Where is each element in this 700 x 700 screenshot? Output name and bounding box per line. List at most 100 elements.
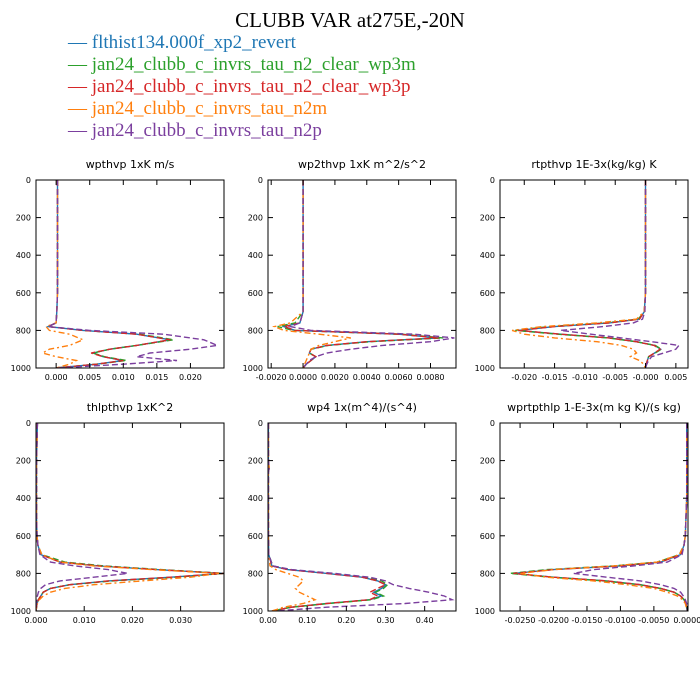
series-line-5 [287,180,455,368]
y-tick-label: 600 [248,289,263,298]
y-tick-label: 200 [480,457,495,466]
y-tick-label: 800 [480,326,495,335]
series-line-2 [509,423,688,611]
panel-title: wpthvp 1xK m/s [86,158,175,171]
y-tick-label: 600 [16,532,31,541]
x-tick-label: 0.30 [377,616,395,625]
x-tick-label: 0.20 [337,616,355,625]
y-tick-label: 400 [248,494,263,503]
y-tick-label: 0 [258,176,263,185]
series-line-4 [268,423,317,611]
x-tick-label: 0.020 [121,616,144,625]
x-tick-label: -0.0050 [638,616,669,625]
series-line-5 [573,423,688,611]
x-tick-label: -0.015 [542,373,568,382]
y-tick-label: 0 [258,419,263,428]
legend-entry-1: — flthist134.000f_xp2_revert [68,32,296,53]
y-tick-label: 1000 [475,364,495,373]
x-tick-label: 0.00 [259,616,277,625]
x-tick-label: 0.010 [112,373,135,382]
series-line-3 [281,180,439,368]
y-tick-label: 200 [248,457,263,466]
y-tick-label: 0 [490,419,495,428]
x-tick-label: 0.020 [179,373,202,382]
x-tick-label: 0.000 [45,373,68,382]
series-line-4 [272,180,351,368]
series-line-3 [268,423,388,611]
y-tick-label: 0 [490,176,495,185]
series-line-1 [45,180,171,368]
series-line-1 [268,423,387,611]
x-tick-label: 0.40 [416,616,434,625]
y-tick-label: 400 [16,251,31,260]
y-tick-label: 200 [16,457,31,466]
y-tick-label: 1000 [475,607,495,616]
panel-1: wpthvp 1xK m/s 0 200 400 600 800 1000 0.000 0.00… [11,158,225,382]
legend-entry-5: — jan24_clubb_c_invrs_tau_n2p [68,120,322,141]
y-tick-label: 400 [480,494,495,503]
series-line-4 [520,423,688,611]
y-tick-label: 200 [16,214,31,223]
panel-title: thlpthvp 1xK^2 [87,401,174,414]
x-tick-label: -0.020 [511,373,537,382]
plot-frame [499,179,689,369]
y-tick-label: 600 [480,532,495,541]
x-tick-label: 0.0060 [385,373,413,382]
plot-frame [267,422,457,612]
x-tick-label: 0.015 [145,373,168,382]
x-tick-label: 0.10 [298,616,316,625]
y-tick-label: 800 [248,569,263,578]
x-tick-label: -0.000 [633,373,659,382]
legend-entry-2: — jan24_clubb_c_invrs_tau_n2_clear_wp3m [68,54,416,75]
x-tick-label: 0.005 [78,373,101,382]
panel-title: rtpthvp 1E-3x(kg/kg) K [531,158,657,171]
plot-frame [35,179,225,369]
plot-frame [267,179,457,369]
x-tick-label: 0.010 [73,616,96,625]
x-tick-label: 0.0000 [289,373,317,382]
y-tick-label: 800 [16,569,31,578]
panel-2: wp2thvp 1xK m^2/s^2 0 200 400 600 800 1000-0.0… [243,158,457,382]
series-line-3 [513,423,688,611]
y-tick-label: 400 [480,251,495,260]
series-line-1 [513,423,688,611]
y-tick-label: 1000 [243,607,263,616]
y-tick-label: 1000 [11,364,31,373]
x-tick-label: 0.000 [25,616,48,625]
series-line-3 [36,423,224,611]
panel-title: wp2thvp 1xK m^2/s^2 [298,158,426,171]
series-line-3 [45,180,171,368]
y-tick-label: 400 [248,251,263,260]
y-tick-label: 1000 [11,607,31,616]
x-tick-label: 0.0040 [353,373,381,382]
series-line-1 [36,423,224,611]
x-tick-label: 0.0020 [321,373,349,382]
x-tick-label: -0.0250 [505,616,536,625]
y-tick-label: 800 [16,326,31,335]
y-tick-label: 1000 [243,364,263,373]
x-tick-label: -0.0150 [572,616,603,625]
y-tick-label: 200 [248,214,263,223]
series-line-5 [560,180,681,368]
x-tick-label: -0.010 [572,373,598,382]
y-tick-label: 0 [26,419,31,428]
y-tick-label: 600 [16,289,31,298]
series-line-2 [36,423,224,611]
series-line-4 [36,423,220,611]
series-line-5 [36,423,128,611]
x-tick-label: -0.005 [602,373,628,382]
x-tick-label: -0.0020 [256,373,287,382]
panel-title: wp4 1x(m^4)/(s^4) [307,401,417,414]
series-line-4 [40,180,85,368]
y-tick-label: 800 [480,569,495,578]
legend-entry-4: — jan24_clubb_c_invrs_tau_n2m [68,98,328,119]
y-tick-label: 400 [16,494,31,503]
y-tick-label: 600 [248,532,263,541]
x-tick-label: 0.0000 [673,616,700,625]
figure-title: CLUBB VAR at275E,-20N [235,8,465,32]
panel-6: wprtpthlp 1-E-3x(m kg K)/(s kg) 0 200 400 60… [475,401,700,625]
y-tick-label: 600 [480,289,495,298]
legend-entry-3: — jan24_clubb_c_invrs_tau_n2_clear_wp3p [68,76,411,97]
